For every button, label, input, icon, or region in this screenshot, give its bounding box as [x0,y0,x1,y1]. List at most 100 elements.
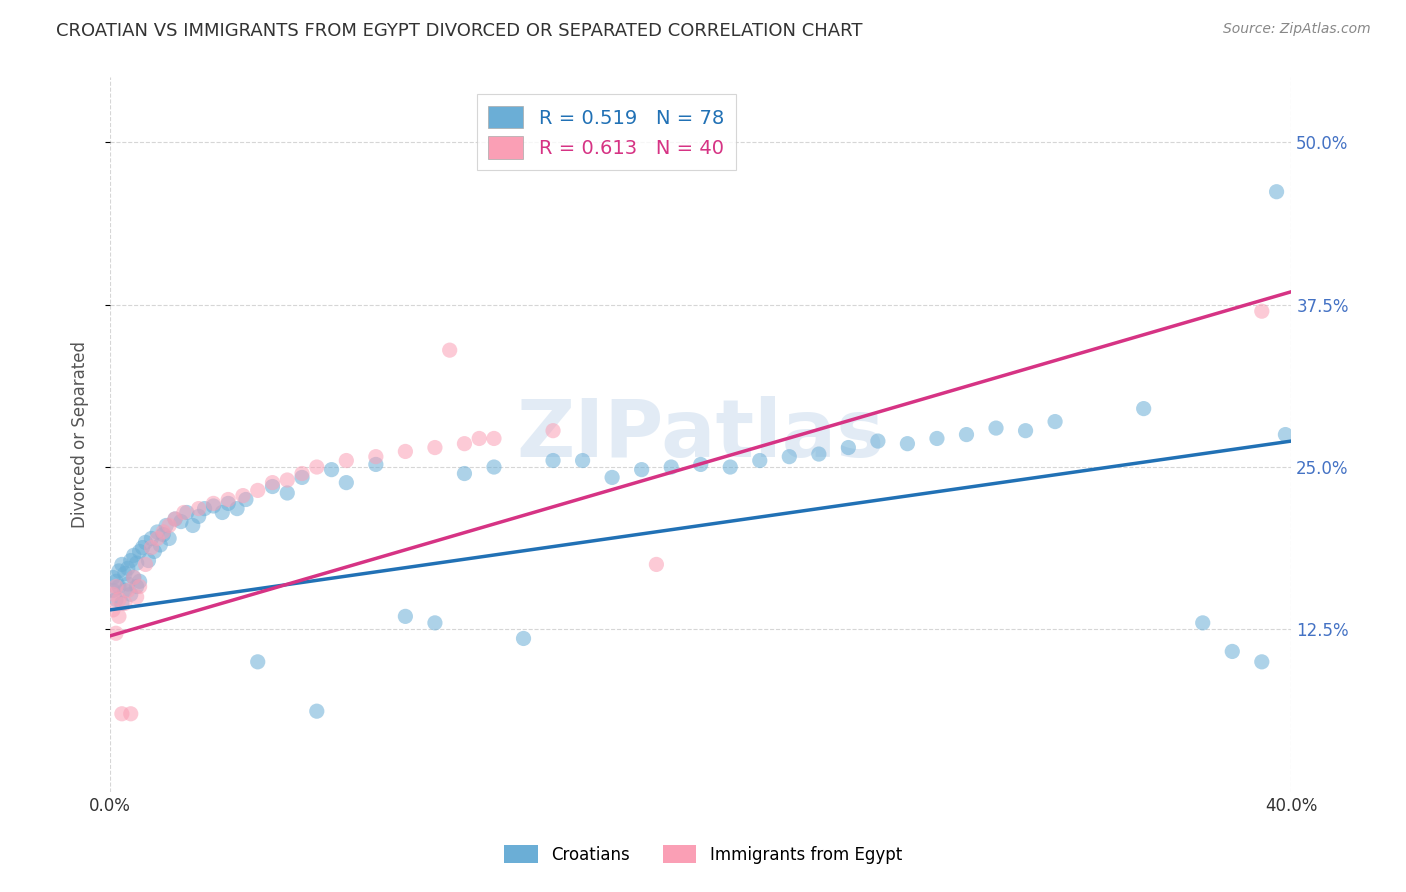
Point [896,436,918,450]
Point [482,432,505,446]
Point [232,489,254,503]
Point [104,574,127,589]
Point [141,532,163,546]
Point [211,506,233,520]
Point [262,475,284,490]
Point [1274,427,1296,442]
Point [718,460,741,475]
Point [134,558,156,572]
Point [101,570,124,584]
Point [122,570,145,584]
Point [101,583,124,598]
Point [291,470,314,484]
Point [120,587,142,601]
Point [194,501,217,516]
Point [108,592,131,607]
Point [541,453,564,467]
Point [143,544,166,558]
Point [114,566,136,581]
Point [176,506,198,520]
Point [235,492,257,507]
Point [571,453,593,467]
Point [125,590,148,604]
Point [778,450,800,464]
Point [131,541,153,555]
Legend: Croatians, Immigrants from Egypt: Croatians, Immigrants from Egypt [498,838,908,871]
Point [423,615,446,630]
Point [117,583,139,598]
Point [117,561,139,575]
Point [163,512,186,526]
Point [101,603,124,617]
Point [482,460,505,475]
Point [111,558,134,572]
Point [141,541,163,555]
Point [748,453,770,467]
Point [689,458,711,472]
Point [246,655,269,669]
Point [925,432,948,446]
Point [837,441,859,455]
Point [125,580,148,594]
Point [453,436,475,450]
Point [364,450,387,464]
Point [1191,615,1213,630]
Point [125,556,148,570]
Point [155,518,177,533]
Point [108,564,131,578]
Point [1043,415,1066,429]
Point [104,626,127,640]
Point [149,538,172,552]
Point [1265,185,1288,199]
Point [984,421,1007,435]
Point [157,518,180,533]
Point [128,580,150,594]
Point [122,570,145,584]
Point [321,462,343,476]
Point [276,473,298,487]
Point [423,441,446,455]
Point [246,483,269,498]
Point [866,434,889,448]
Point [157,532,180,546]
Point [117,577,139,591]
Point [630,462,652,476]
Point [276,486,298,500]
Point [453,467,475,481]
Point [122,549,145,563]
Point [152,524,174,539]
Point [305,460,328,475]
Text: ZIPatlas: ZIPatlas [516,395,884,474]
Point [111,706,134,721]
Point [114,596,136,610]
Point [468,432,491,446]
Point [134,535,156,549]
Point [202,496,225,510]
Point [1250,655,1272,669]
Point [955,427,977,442]
Point [120,553,142,567]
Point [108,580,131,594]
Point [439,343,461,358]
Point [217,496,239,510]
Text: Source: ZipAtlas.com: Source: ZipAtlas.com [1223,22,1371,37]
Point [170,515,193,529]
Point [104,592,127,607]
Point [394,609,416,624]
Point [152,527,174,541]
Point [181,518,204,533]
Point [173,506,195,520]
Point [120,706,142,721]
Point [394,444,416,458]
Point [108,609,131,624]
Point [138,553,160,567]
Legend: R = 0.519   N = 78, R = 0.613   N = 40: R = 0.519 N = 78, R = 0.613 N = 40 [477,95,735,170]
Point [541,424,564,438]
Point [600,470,623,484]
Point [111,596,134,610]
Text: CROATIAN VS IMMIGRANTS FROM EGYPT DIVORCED OR SEPARATED CORRELATION CHART: CROATIAN VS IMMIGRANTS FROM EGYPT DIVORC… [56,22,863,40]
Point [364,458,387,472]
Point [335,453,357,467]
Point [1014,424,1036,438]
Point [291,467,314,481]
